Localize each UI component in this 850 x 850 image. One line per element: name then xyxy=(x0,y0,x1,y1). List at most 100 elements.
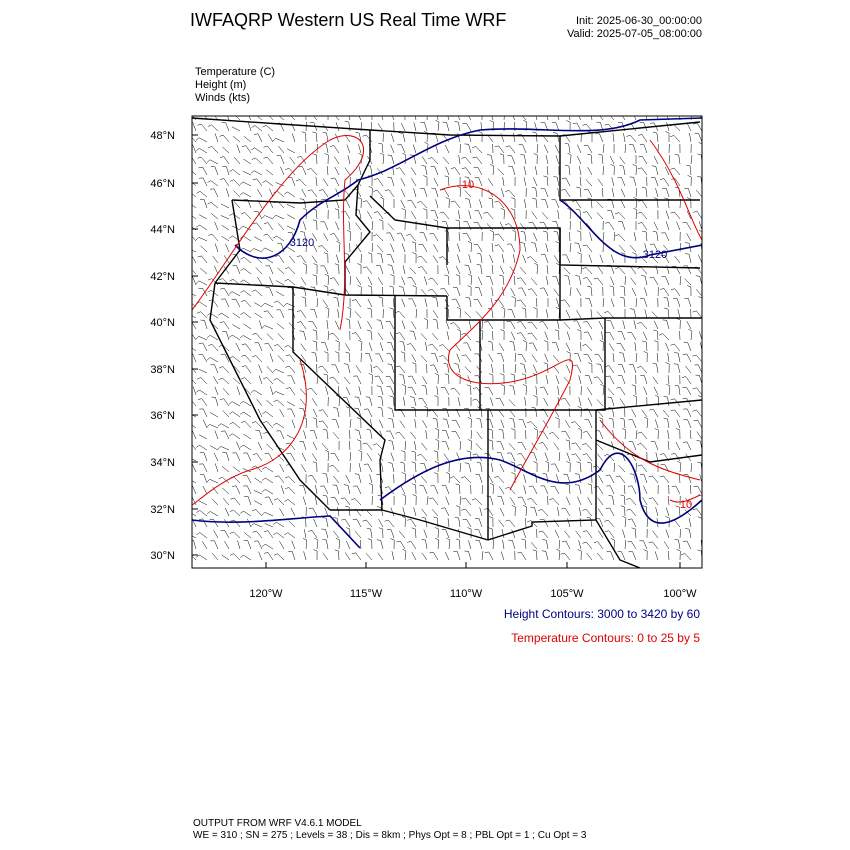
wind-barb-flag xyxy=(378,142,383,145)
wind-barb xyxy=(457,364,461,374)
wind-barb-flag xyxy=(682,387,687,389)
wind-barb-flag xyxy=(207,290,212,293)
wind-barb-flag xyxy=(435,119,440,123)
wind-barb-flag xyxy=(489,230,494,233)
wind-barb xyxy=(633,177,637,187)
wind-barb xyxy=(457,210,461,220)
wind-barb-flag xyxy=(527,288,532,290)
wind-barb xyxy=(223,255,230,264)
wind-barb-flag xyxy=(351,552,356,555)
wind-barb xyxy=(411,178,417,187)
wind-barb xyxy=(586,211,593,220)
wind-barb xyxy=(523,243,527,253)
wind-barb-flag xyxy=(608,417,613,420)
wind-barb-flag xyxy=(323,285,328,288)
wind-barb xyxy=(333,475,340,484)
wind-barb xyxy=(479,474,483,484)
wind-barb-flag xyxy=(206,511,211,515)
wind-barb xyxy=(645,188,648,198)
wind-barb-flag xyxy=(433,110,437,111)
wind-barb xyxy=(619,475,626,484)
wind-barb xyxy=(349,275,351,286)
wind-barb-flag xyxy=(666,383,671,387)
wind-barb-flag xyxy=(582,244,587,247)
wind-barb xyxy=(476,431,483,440)
wind-barb-flag xyxy=(489,373,493,376)
wind-barb xyxy=(316,297,319,308)
wind-barb-flag xyxy=(467,417,472,420)
wind-barb-flag xyxy=(511,472,516,475)
wind-barb xyxy=(210,290,219,297)
wind-barb-flag xyxy=(335,538,340,541)
wind-barb xyxy=(276,323,285,330)
wind-barb xyxy=(618,212,626,220)
wind-barb xyxy=(586,277,593,286)
lat-label: 44°N xyxy=(150,224,175,236)
wind-barb xyxy=(492,198,494,209)
wind-barb-flag xyxy=(594,354,599,356)
wind-barb xyxy=(476,156,483,165)
wind-barb xyxy=(199,389,208,396)
wind-barb xyxy=(544,485,549,495)
wind-barb-flag xyxy=(494,145,499,148)
wind-barb-flag xyxy=(621,428,626,431)
wind-barb xyxy=(269,276,274,286)
wind-barb xyxy=(454,167,461,176)
wind-barb xyxy=(635,430,638,440)
wind-barb xyxy=(569,287,572,297)
wind-barb xyxy=(431,157,439,165)
wind-barb xyxy=(286,303,296,308)
wind-barb xyxy=(535,188,538,198)
wind-barb xyxy=(267,530,274,539)
wind-barb xyxy=(235,342,241,352)
wind-barb xyxy=(580,176,582,187)
wind-barb xyxy=(468,144,472,154)
wind-barb xyxy=(489,254,494,264)
wind-barb xyxy=(224,530,230,539)
wind-barb xyxy=(198,368,208,374)
wind-barb xyxy=(653,277,659,286)
wind-barb xyxy=(608,519,615,528)
wind-barb xyxy=(358,397,362,407)
wind-barb-flag xyxy=(285,387,290,389)
wind-barb xyxy=(423,485,428,495)
wind-barb xyxy=(254,312,263,319)
wind-barb xyxy=(254,125,263,132)
wind-barb xyxy=(558,539,560,550)
wind-barb xyxy=(696,310,702,319)
wind-barb-flag xyxy=(301,296,306,299)
wind-barb-flag xyxy=(262,544,266,547)
wind-barb-flag xyxy=(533,428,538,431)
wind-barb xyxy=(487,178,494,187)
wind-barb-flag xyxy=(263,421,267,424)
wind-barb-flag xyxy=(329,332,334,335)
wind-barb xyxy=(470,242,472,253)
wind-barb xyxy=(209,159,219,165)
wind-barb-flag xyxy=(638,156,643,158)
wind-barb xyxy=(698,364,702,374)
wind-barb xyxy=(491,429,494,440)
wind-barb-flag xyxy=(501,109,505,111)
wind-barb-flag xyxy=(432,417,437,420)
wind-barb xyxy=(530,498,538,506)
wind-barb xyxy=(411,321,417,330)
wind-barb xyxy=(358,430,362,440)
wind-barb xyxy=(347,155,351,165)
wind-barb xyxy=(244,212,252,220)
wind-barb-flag xyxy=(296,255,301,257)
wind-barb-flag xyxy=(307,387,312,390)
wind-barb xyxy=(619,398,626,407)
wind-barb xyxy=(611,441,615,451)
wind-barb xyxy=(243,444,252,451)
wind-barb xyxy=(291,177,296,187)
wind-barb-flag xyxy=(323,373,328,376)
wind-barb xyxy=(324,265,329,275)
wind-barb xyxy=(387,223,395,231)
wind-barb xyxy=(686,122,692,132)
wind-barb-flag xyxy=(631,527,636,530)
wind-barb xyxy=(312,321,318,330)
wind-barb xyxy=(246,485,252,495)
wind-barb-flag xyxy=(471,498,476,501)
wind-barb xyxy=(400,232,406,242)
wind-barb xyxy=(624,143,626,154)
